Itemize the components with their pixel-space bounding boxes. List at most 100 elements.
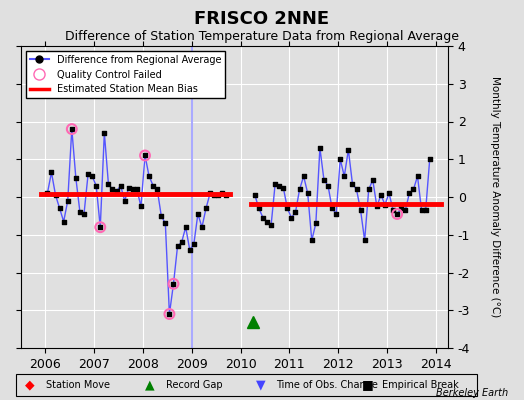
Point bbox=[361, 237, 369, 244]
Point bbox=[51, 192, 60, 198]
Point bbox=[222, 192, 231, 198]
Point bbox=[340, 173, 348, 180]
Point bbox=[190, 241, 198, 247]
Point bbox=[425, 156, 434, 162]
Text: ▲: ▲ bbox=[145, 378, 155, 392]
Point bbox=[43, 190, 51, 196]
Point bbox=[255, 205, 263, 212]
Point bbox=[202, 205, 210, 212]
Point bbox=[157, 213, 166, 219]
Point bbox=[352, 186, 361, 193]
Point bbox=[63, 198, 72, 204]
Point bbox=[377, 192, 385, 198]
Point bbox=[303, 190, 312, 196]
Point bbox=[145, 173, 153, 180]
Text: ◆: ◆ bbox=[25, 378, 35, 392]
Point bbox=[149, 182, 157, 189]
Text: FRISCO 2NNE: FRISCO 2NNE bbox=[194, 10, 330, 28]
Text: Time of Obs. Change: Time of Obs. Change bbox=[276, 380, 378, 390]
Point bbox=[401, 207, 409, 214]
Point bbox=[80, 211, 88, 217]
Point bbox=[68, 126, 76, 132]
Point bbox=[332, 211, 341, 217]
Point bbox=[169, 281, 178, 287]
Point bbox=[96, 224, 104, 230]
Point bbox=[393, 211, 401, 217]
Text: Berkeley Earth: Berkeley Earth bbox=[436, 388, 508, 398]
Text: Station Move: Station Move bbox=[46, 380, 110, 390]
Point bbox=[409, 186, 418, 193]
Point bbox=[291, 209, 300, 215]
Y-axis label: Monthly Temperature Anomaly Difference (°C): Monthly Temperature Anomaly Difference (… bbox=[489, 76, 499, 318]
Point bbox=[418, 207, 426, 214]
Point bbox=[389, 207, 397, 214]
Point bbox=[397, 205, 406, 212]
Point bbox=[88, 173, 96, 180]
Point bbox=[344, 147, 353, 153]
Point bbox=[421, 207, 430, 214]
Point bbox=[348, 180, 357, 187]
Point bbox=[328, 205, 336, 212]
Point bbox=[316, 145, 324, 151]
Point bbox=[308, 237, 316, 244]
Point bbox=[128, 186, 137, 193]
Point bbox=[259, 214, 267, 221]
Point bbox=[250, 192, 259, 198]
Point bbox=[296, 186, 304, 193]
Legend: Difference from Regional Average, Quality Control Failed, Estimated Station Mean: Difference from Regional Average, Qualit… bbox=[26, 51, 225, 98]
Point bbox=[100, 130, 108, 136]
Point bbox=[320, 177, 328, 183]
Point bbox=[178, 239, 186, 246]
Point bbox=[275, 182, 283, 189]
Point bbox=[59, 218, 68, 225]
Point bbox=[173, 243, 182, 249]
Point bbox=[210, 192, 219, 198]
Point bbox=[299, 173, 308, 180]
Point bbox=[365, 186, 373, 193]
Point bbox=[141, 152, 149, 159]
Point bbox=[133, 186, 141, 193]
Point bbox=[72, 175, 80, 181]
Text: ▼: ▼ bbox=[256, 378, 265, 392]
Point bbox=[324, 182, 332, 189]
Point bbox=[194, 211, 202, 217]
Point bbox=[287, 214, 296, 221]
Point bbox=[161, 220, 170, 227]
Point bbox=[381, 201, 389, 208]
Point bbox=[385, 190, 393, 196]
Point bbox=[271, 180, 279, 187]
Point bbox=[84, 171, 92, 178]
Point bbox=[141, 152, 149, 159]
Point bbox=[263, 218, 271, 225]
Point bbox=[121, 198, 129, 204]
Point bbox=[116, 182, 125, 189]
Point bbox=[96, 224, 104, 230]
Point bbox=[104, 180, 113, 187]
Point bbox=[336, 156, 344, 162]
Point bbox=[393, 211, 401, 217]
Point bbox=[312, 220, 320, 227]
Point bbox=[165, 311, 173, 317]
Text: Empirical Break: Empirical Break bbox=[383, 380, 459, 390]
Point bbox=[267, 222, 275, 228]
Point bbox=[356, 207, 365, 214]
Point bbox=[125, 184, 133, 191]
Point bbox=[56, 205, 64, 212]
Text: Record Gap: Record Gap bbox=[166, 380, 222, 390]
Point bbox=[181, 224, 190, 230]
Point bbox=[137, 203, 145, 210]
Point bbox=[108, 186, 117, 193]
Point bbox=[206, 190, 214, 196]
Point bbox=[279, 184, 288, 191]
Point bbox=[218, 190, 226, 196]
Point bbox=[76, 209, 84, 215]
Point bbox=[198, 224, 206, 230]
Point bbox=[153, 186, 161, 193]
Point bbox=[47, 169, 56, 176]
Point bbox=[112, 188, 121, 194]
Text: ■: ■ bbox=[362, 378, 373, 392]
Text: Difference of Station Temperature Data from Regional Average: Difference of Station Temperature Data f… bbox=[65, 30, 459, 43]
Point bbox=[169, 281, 178, 287]
Point bbox=[92, 182, 101, 189]
Point bbox=[405, 190, 413, 196]
